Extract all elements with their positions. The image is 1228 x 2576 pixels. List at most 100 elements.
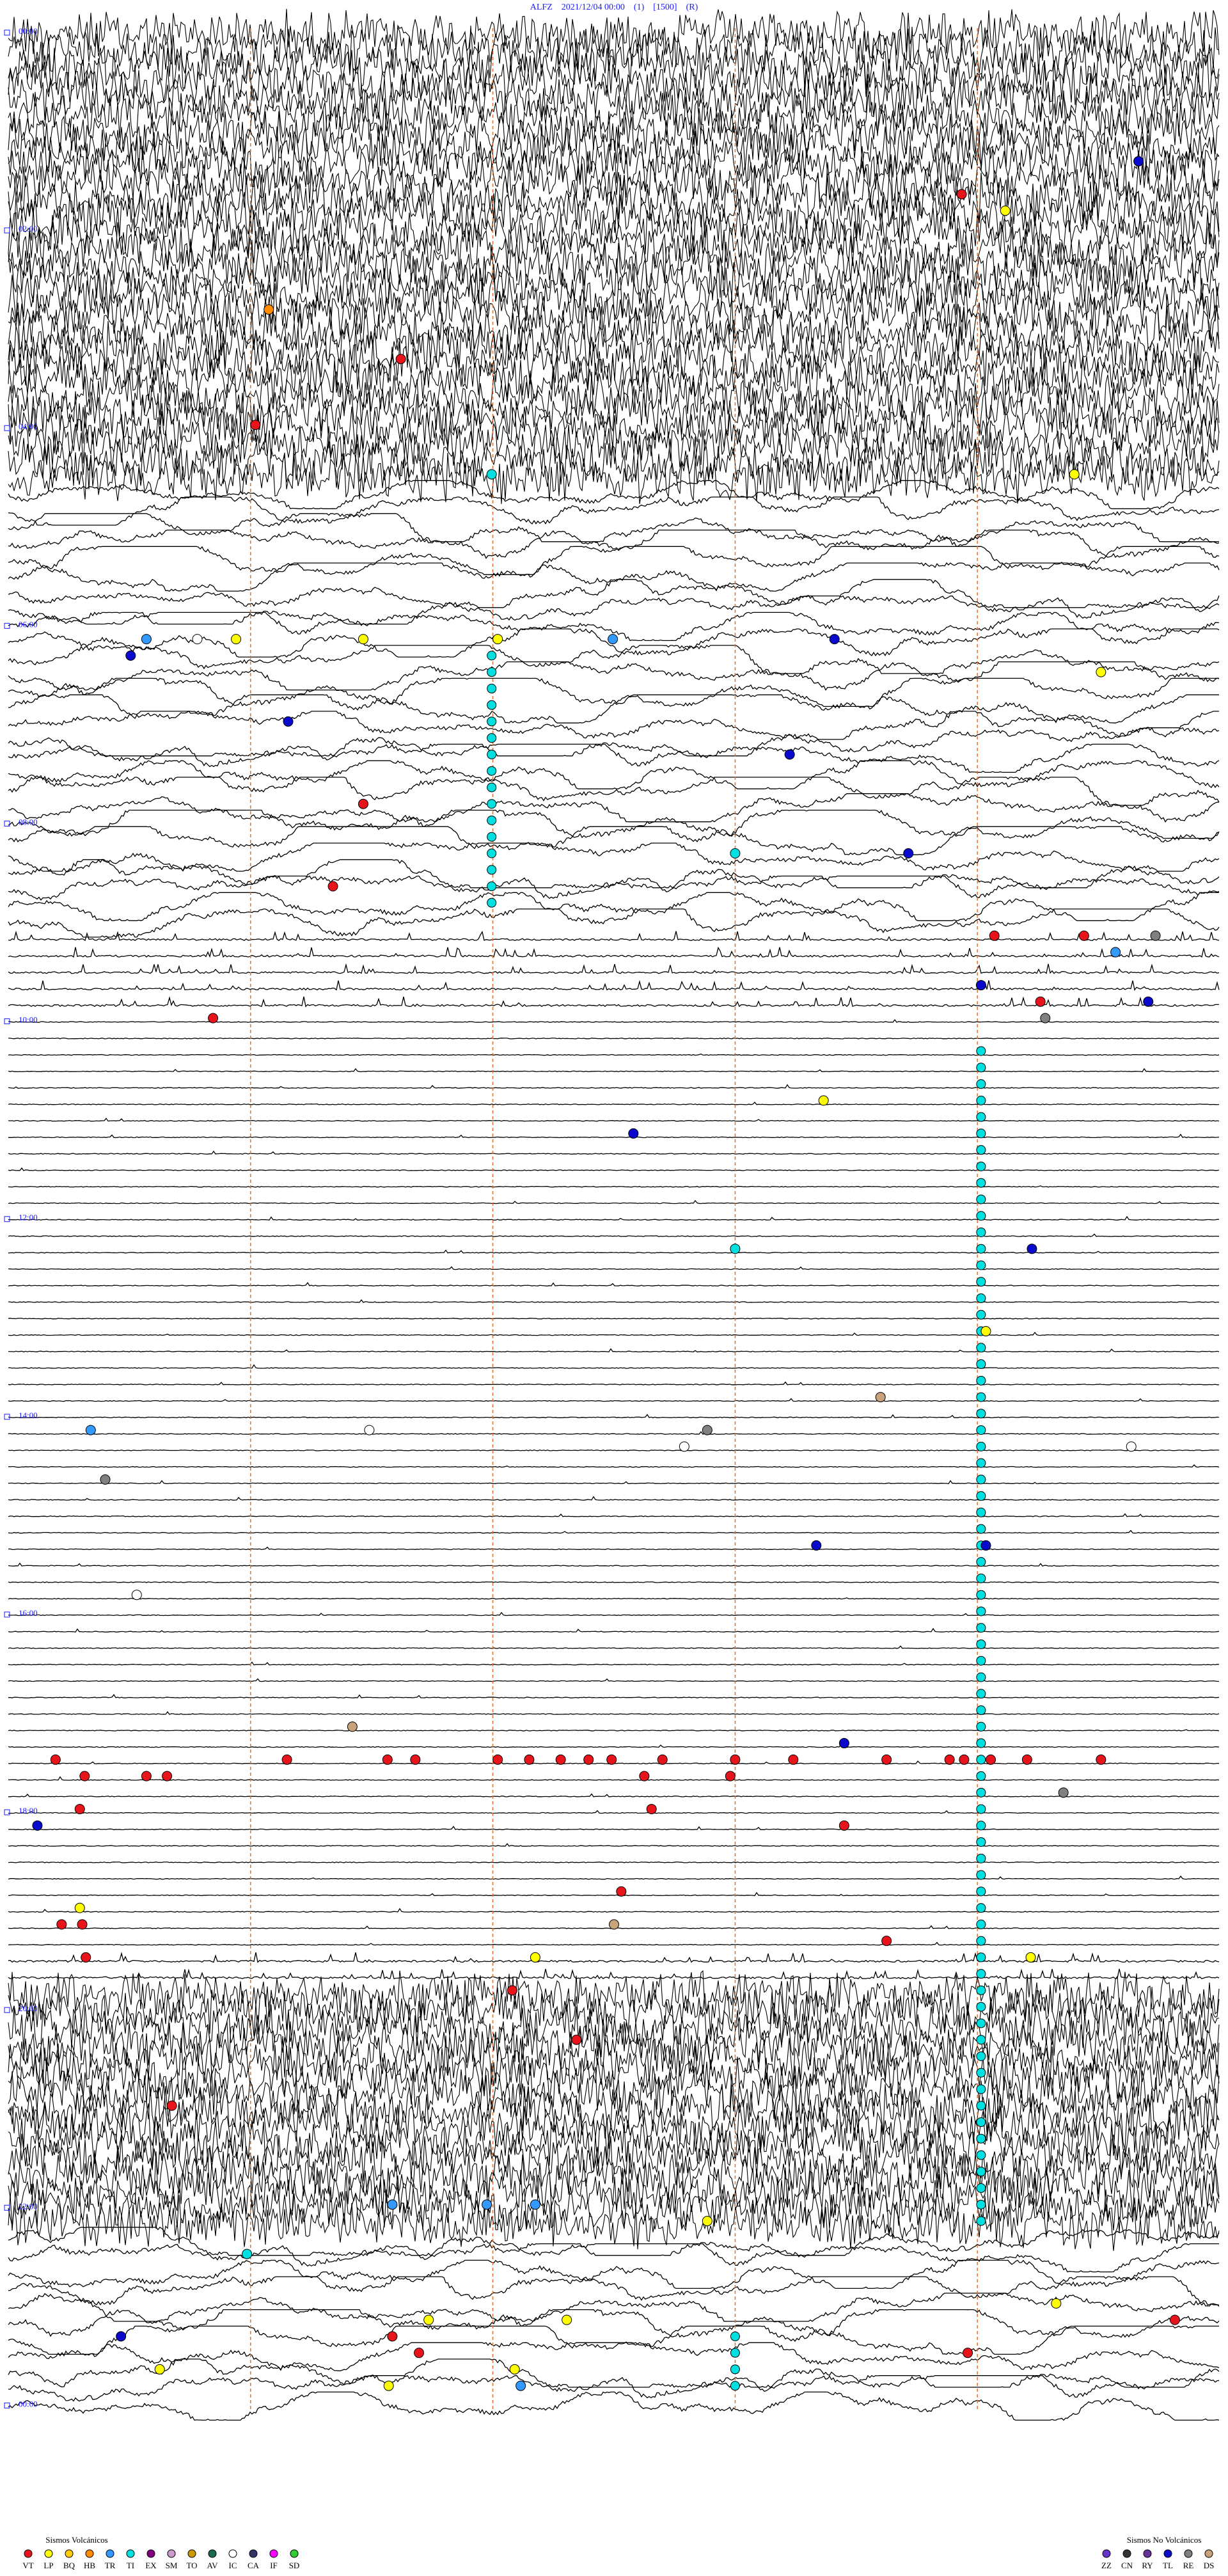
event bbox=[387, 2199, 398, 2210]
trace bbox=[8, 1167, 1220, 1171]
ti-run-dot bbox=[487, 733, 497, 743]
legend-swatch bbox=[106, 2549, 114, 2558]
event bbox=[79, 1771, 90, 1782]
event bbox=[980, 1540, 991, 1551]
event bbox=[730, 848, 741, 858]
event bbox=[818, 1095, 829, 1106]
trace bbox=[8, 743, 1220, 773]
trace bbox=[8, 2183, 1220, 2236]
event bbox=[242, 2248, 253, 2259]
event bbox=[1058, 1787, 1069, 1798]
ti-run-dot bbox=[487, 897, 497, 908]
trace bbox=[8, 1970, 1220, 2021]
ti-run-dot bbox=[976, 1886, 986, 1897]
time-marker bbox=[4, 1216, 10, 1222]
time-marker bbox=[4, 425, 10, 431]
ti-run-dot bbox=[730, 2381, 740, 2391]
event bbox=[208, 1013, 219, 1023]
trace bbox=[8, 1318, 1220, 1320]
trace bbox=[8, 1843, 1220, 1847]
legend-swatch bbox=[24, 2549, 33, 2558]
trace bbox=[8, 1053, 1220, 1056]
trace bbox=[8, 1776, 1220, 1781]
trace bbox=[8, 2084, 1220, 2136]
event bbox=[1025, 1952, 1036, 1963]
trace bbox=[8, 1134, 1220, 1139]
time-label: 06:00 bbox=[19, 619, 38, 629]
legend-label: SD bbox=[289, 2561, 300, 2570]
time-marker bbox=[4, 2204, 10, 2211]
ti-run-dot bbox=[976, 1804, 986, 1814]
time-label: 08:00 bbox=[19, 817, 38, 826]
event bbox=[414, 2348, 425, 2359]
ti-run-dot bbox=[976, 1128, 986, 1139]
trace bbox=[8, 579, 1220, 608]
ti-run-dot bbox=[976, 2035, 986, 2045]
event bbox=[387, 2331, 398, 2342]
ti-run-dot bbox=[976, 2199, 986, 2209]
trace bbox=[8, 529, 1220, 559]
ti-run-dot bbox=[976, 1474, 986, 1485]
event bbox=[395, 354, 406, 365]
event bbox=[646, 1804, 657, 1815]
title: ALFZ 2021/12/04 00:00 (1) [1500] (R) bbox=[530, 3, 698, 12]
ti-run-dot bbox=[976, 1458, 986, 1468]
trace bbox=[8, 2375, 1220, 2402]
trace bbox=[8, 1908, 1220, 1913]
event bbox=[509, 2364, 520, 2375]
ti-run-dot bbox=[976, 2051, 986, 2061]
legend-label: RE bbox=[1183, 2561, 1194, 2570]
time-label: 14:00 bbox=[19, 1410, 38, 1420]
ti-run-dot bbox=[976, 1293, 986, 1304]
event bbox=[881, 1936, 892, 1947]
event bbox=[788, 1754, 799, 1765]
ti-run-dot bbox=[976, 1161, 986, 1171]
trace bbox=[8, 1215, 1219, 1221]
ti-run-dot bbox=[487, 799, 497, 809]
ti-run-dot bbox=[976, 1985, 986, 1995]
ti-run-dot bbox=[487, 848, 497, 858]
trace bbox=[8, 2165, 1220, 2217]
ti-run-dot bbox=[487, 651, 497, 661]
trace bbox=[8, 1729, 1220, 1732]
event bbox=[74, 1902, 85, 1913]
event bbox=[486, 469, 497, 480]
ti-run-dot bbox=[976, 2084, 986, 2094]
ti-run-dot bbox=[976, 1178, 986, 1188]
trace bbox=[8, 2359, 1220, 2388]
event bbox=[903, 848, 914, 858]
ti-run-dot bbox=[976, 2101, 986, 2111]
event bbox=[74, 1804, 85, 1815]
legend-label: TO bbox=[186, 2561, 197, 2570]
trace bbox=[8, 2243, 1219, 2273]
trace bbox=[8, 254, 1220, 305]
event bbox=[141, 1771, 152, 1782]
event bbox=[382, 1754, 393, 1765]
ti-run-dot bbox=[976, 1837, 986, 1847]
ti-run-dot bbox=[730, 2364, 740, 2375]
event bbox=[358, 634, 368, 645]
trace bbox=[8, 1068, 1220, 1073]
trace bbox=[8, 859, 1220, 889]
time-label: 20:00 bbox=[19, 2003, 38, 2013]
ti-run-dot bbox=[976, 1425, 986, 1435]
trace bbox=[8, 1414, 1220, 1419]
trace bbox=[8, 1562, 1220, 1567]
legend-swatch bbox=[126, 2549, 135, 2558]
time-marker bbox=[4, 2007, 10, 2013]
event bbox=[327, 881, 338, 892]
time-marker bbox=[4, 1611, 10, 1618]
event bbox=[1133, 156, 1144, 167]
trace bbox=[8, 842, 1220, 872]
trace bbox=[8, 694, 1219, 723]
ti-run-dot bbox=[976, 1046, 986, 1056]
event bbox=[1000, 205, 1011, 216]
ti-run-dot bbox=[976, 1623, 986, 1633]
legend-swatch bbox=[1163, 2549, 1172, 2558]
time-marker bbox=[4, 1414, 10, 1420]
ti-run-dot bbox=[976, 1112, 986, 1122]
time-marker bbox=[4, 622, 10, 629]
ti-run-dot bbox=[976, 2067, 986, 2078]
legend-swatch bbox=[85, 2549, 94, 2558]
trace bbox=[8, 661, 1220, 691]
